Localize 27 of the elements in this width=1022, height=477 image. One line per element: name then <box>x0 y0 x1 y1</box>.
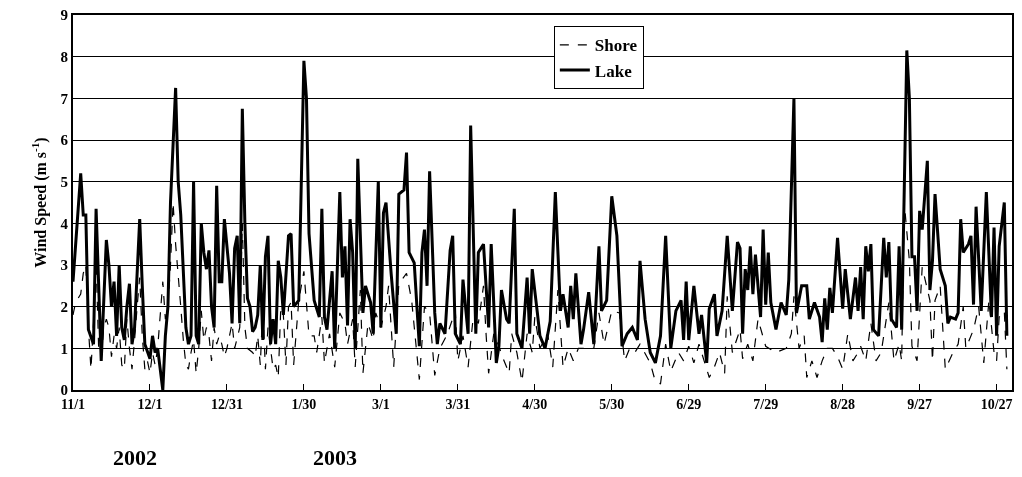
y-tick-label: 0 <box>60 382 68 399</box>
y-tick-label: 9 <box>60 7 68 24</box>
x-tick-label: 6/29 <box>676 396 702 412</box>
y-tick-label: 4 <box>60 215 69 232</box>
y-tick-label: 7 <box>60 90 69 107</box>
text: 2003 <box>313 445 357 470</box>
x-tick-label: 11/1 <box>60 396 86 412</box>
x-tick-label: 10/27 <box>980 396 1013 412</box>
legend-label: Shore <box>594 36 638 56</box>
x-tick-label: 8/28 <box>830 396 856 412</box>
x-tick-label: 5/30 <box>599 396 625 412</box>
y-tick-label: 3 <box>60 257 68 274</box>
text: 2002 <box>113 445 157 470</box>
y-tick-label: 6 <box>60 132 69 149</box>
x-tick-label: 7/29 <box>753 396 779 412</box>
y-tick-label: 8 <box>60 48 68 65</box>
x-tick-label: 1/30 <box>291 396 317 412</box>
y-tick-label: 2 <box>60 298 68 315</box>
legend-label: Lake <box>594 61 633 81</box>
y-tick-label: 5 <box>60 173 68 190</box>
x-tick-label: 3/1 <box>371 396 390 412</box>
y-tick-label: 1 <box>60 340 68 357</box>
x-tick-label: 3/31 <box>445 396 471 412</box>
x-tick-label: 12/31 <box>210 396 243 412</box>
x-tick-label: 9/27 <box>907 396 933 412</box>
x-tick-label: 4/30 <box>522 396 548 412</box>
x-tick-label: 12/1 <box>137 396 163 412</box>
